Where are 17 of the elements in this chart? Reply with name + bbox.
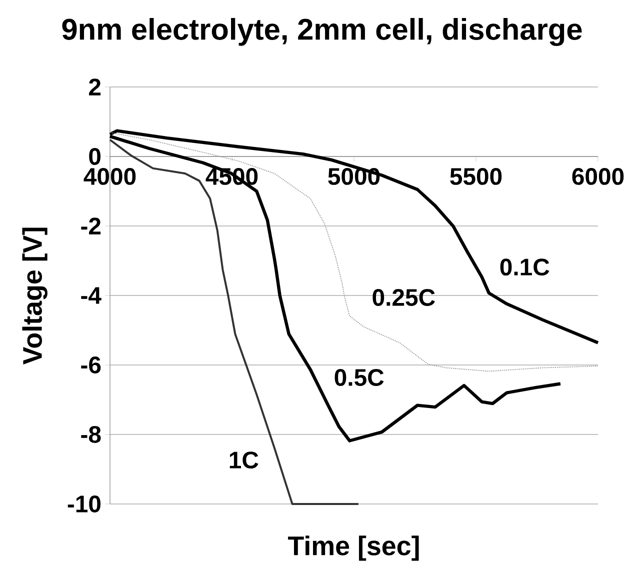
series-label: 1C [230, 452, 258, 469]
y-tick-label: -10 [68, 496, 100, 512]
x-axis-title: Time [sec] [288, 536, 419, 561]
y-tick-label: -2 [81, 218, 101, 234]
x-tick-label: 4000 [84, 168, 136, 185]
series-label: 0.1C [500, 258, 550, 276]
y-tick-label: -6 [81, 356, 101, 374]
x-tick-label: 6000 [572, 168, 624, 185]
y-tick-label: -8 [81, 426, 101, 443]
y-tick-label: 2 [89, 78, 101, 96]
y-tick-label: 0 [89, 148, 100, 165]
series-label: 0.25C [372, 289, 435, 306]
series-label: 0.5C [334, 369, 384, 386]
x-tick-label: 5500 [450, 168, 502, 185]
chart-title: 9nm electrolyte, 2mm cell, discharge [62, 18, 582, 46]
y-tick-label: -4 [81, 287, 102, 304]
y-axis-title: Voltage [V] [22, 228, 48, 365]
